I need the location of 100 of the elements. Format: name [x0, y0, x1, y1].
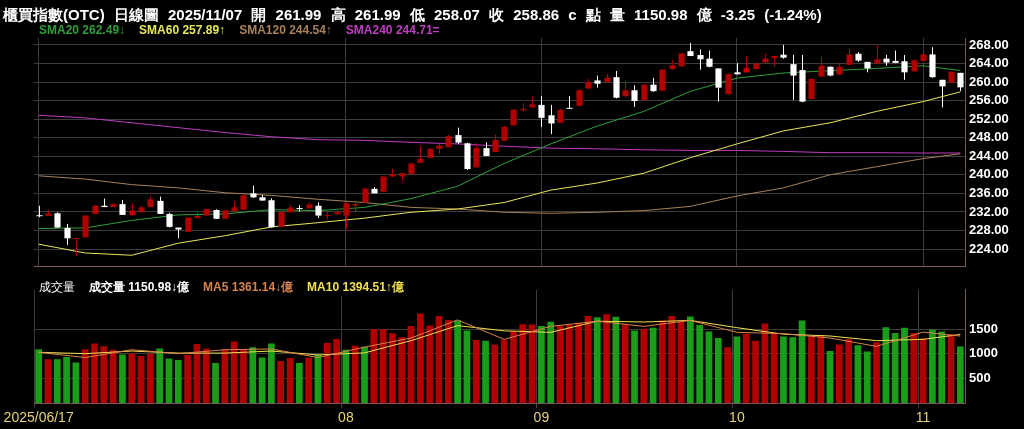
- candlestick: [874, 44, 881, 65]
- annotation: 成交量 1150.98↓億: [89, 280, 190, 294]
- bar: [44, 359, 52, 404]
- candlestick: [659, 68, 666, 92]
- chart-title: 成交量: [39, 280, 75, 294]
- bar: [938, 331, 946, 404]
- bar: [575, 323, 582, 404]
- bar: [817, 334, 825, 404]
- candlestick: [939, 79, 946, 108]
- candlestick: [73, 237, 80, 257]
- bar: [891, 332, 899, 404]
- y-tick-label: 232.00: [969, 203, 1009, 219]
- bar: [81, 349, 89, 404]
- y-tick-label: 264.00: [969, 55, 1009, 71]
- bar: [361, 346, 368, 404]
- bar: [230, 341, 238, 404]
- bar: [202, 348, 210, 404]
- bar: [128, 353, 136, 404]
- text: MA5 1361.14↓億: [203, 280, 294, 294]
- y-tick-label: 248.00: [969, 129, 1009, 145]
- bar: [35, 349, 43, 404]
- y-tick-label: 1500: [969, 320, 998, 336]
- bar: [873, 342, 880, 404]
- bar: [174, 360, 182, 404]
- candlestick: [473, 142, 480, 169]
- candlestick: [538, 95, 545, 128]
- bar: [184, 354, 191, 404]
- bar: [472, 339, 480, 404]
- bar: [733, 336, 741, 404]
- bar: [631, 330, 638, 404]
- candlestick: [343, 202, 350, 230]
- bar: [519, 324, 527, 404]
- bar: [565, 324, 573, 404]
- bar: [956, 346, 964, 404]
- bar: [212, 362, 219, 404]
- bar: [305, 357, 312, 404]
- bar: [742, 333, 750, 404]
- y-tick-label: 256.00: [969, 92, 1009, 108]
- bar: [687, 316, 694, 404]
- bar: [808, 336, 815, 404]
- bar: [538, 325, 545, 404]
- bar: [547, 321, 555, 404]
- x-tick-label: 2025/06/17: [3, 409, 74, 426]
- bar: [417, 313, 424, 404]
- x-tick-label: 09: [533, 409, 550, 426]
- bar: [119, 354, 126, 404]
- bar: [910, 332, 918, 404]
- y-tick-label: 268.00: [969, 36, 1009, 52]
- y-tick-label: 1000: [969, 345, 998, 361]
- candlestick: [296, 204, 303, 213]
- y-tick-label: 240.00: [969, 166, 1009, 182]
- y-tick-label: 244.00: [969, 147, 1009, 163]
- bar: [454, 320, 461, 404]
- candlestick: [901, 54, 908, 81]
- bar: [789, 337, 797, 404]
- bar: [901, 327, 908, 404]
- bar: [668, 316, 676, 404]
- candlestick: [548, 104, 555, 135]
- bar: [714, 338, 722, 404]
- y-tick-label: 236.00: [969, 184, 1009, 200]
- bar: [724, 347, 731, 404]
- bar: [277, 360, 285, 404]
- bar: [249, 347, 257, 404]
- x-tick-label: 10: [729, 409, 745, 426]
- bar: [780, 336, 787, 404]
- candlestick: [929, 46, 936, 79]
- y-tick-label: 260.00: [969, 73, 1009, 89]
- bar: [640, 328, 648, 404]
- text: SMA240 244.71=: [345, 23, 440, 37]
- bar: [63, 357, 70, 404]
- bar: [389, 333, 396, 404]
- bar: [593, 317, 601, 404]
- bar: [491, 344, 499, 404]
- bar: [761, 323, 769, 404]
- candlestick: [697, 49, 704, 71]
- y-tick-label: 224.00: [969, 240, 1009, 256]
- bar: [398, 337, 406, 404]
- text: SMA60 257.89↑: [139, 23, 226, 37]
- candlestick: [734, 62, 741, 76]
- candlestick: [566, 95, 573, 110]
- bar: [659, 320, 666, 404]
- candlestick: [631, 84, 638, 108]
- bar: [72, 362, 80, 404]
- x-tick-label: 11: [915, 409, 931, 426]
- bar: [351, 345, 359, 404]
- bar: [156, 348, 164, 404]
- bar: [854, 345, 862, 404]
- y-tick-label: 228.00: [969, 222, 1009, 238]
- bar: [295, 362, 303, 404]
- bar: [696, 325, 704, 404]
- bar: [147, 353, 154, 404]
- candlestick: [36, 205, 43, 218]
- y-tick-label: 252.00: [969, 110, 1009, 126]
- y-tick-label: 500: [969, 370, 991, 386]
- candlestick: [613, 70, 620, 99]
- bar: [500, 339, 508, 404]
- bar: [510, 331, 517, 404]
- bar: [53, 359, 61, 404]
- x-tick-label: 08: [338, 409, 354, 426]
- text: MA10 1394.51↑億: [307, 280, 404, 294]
